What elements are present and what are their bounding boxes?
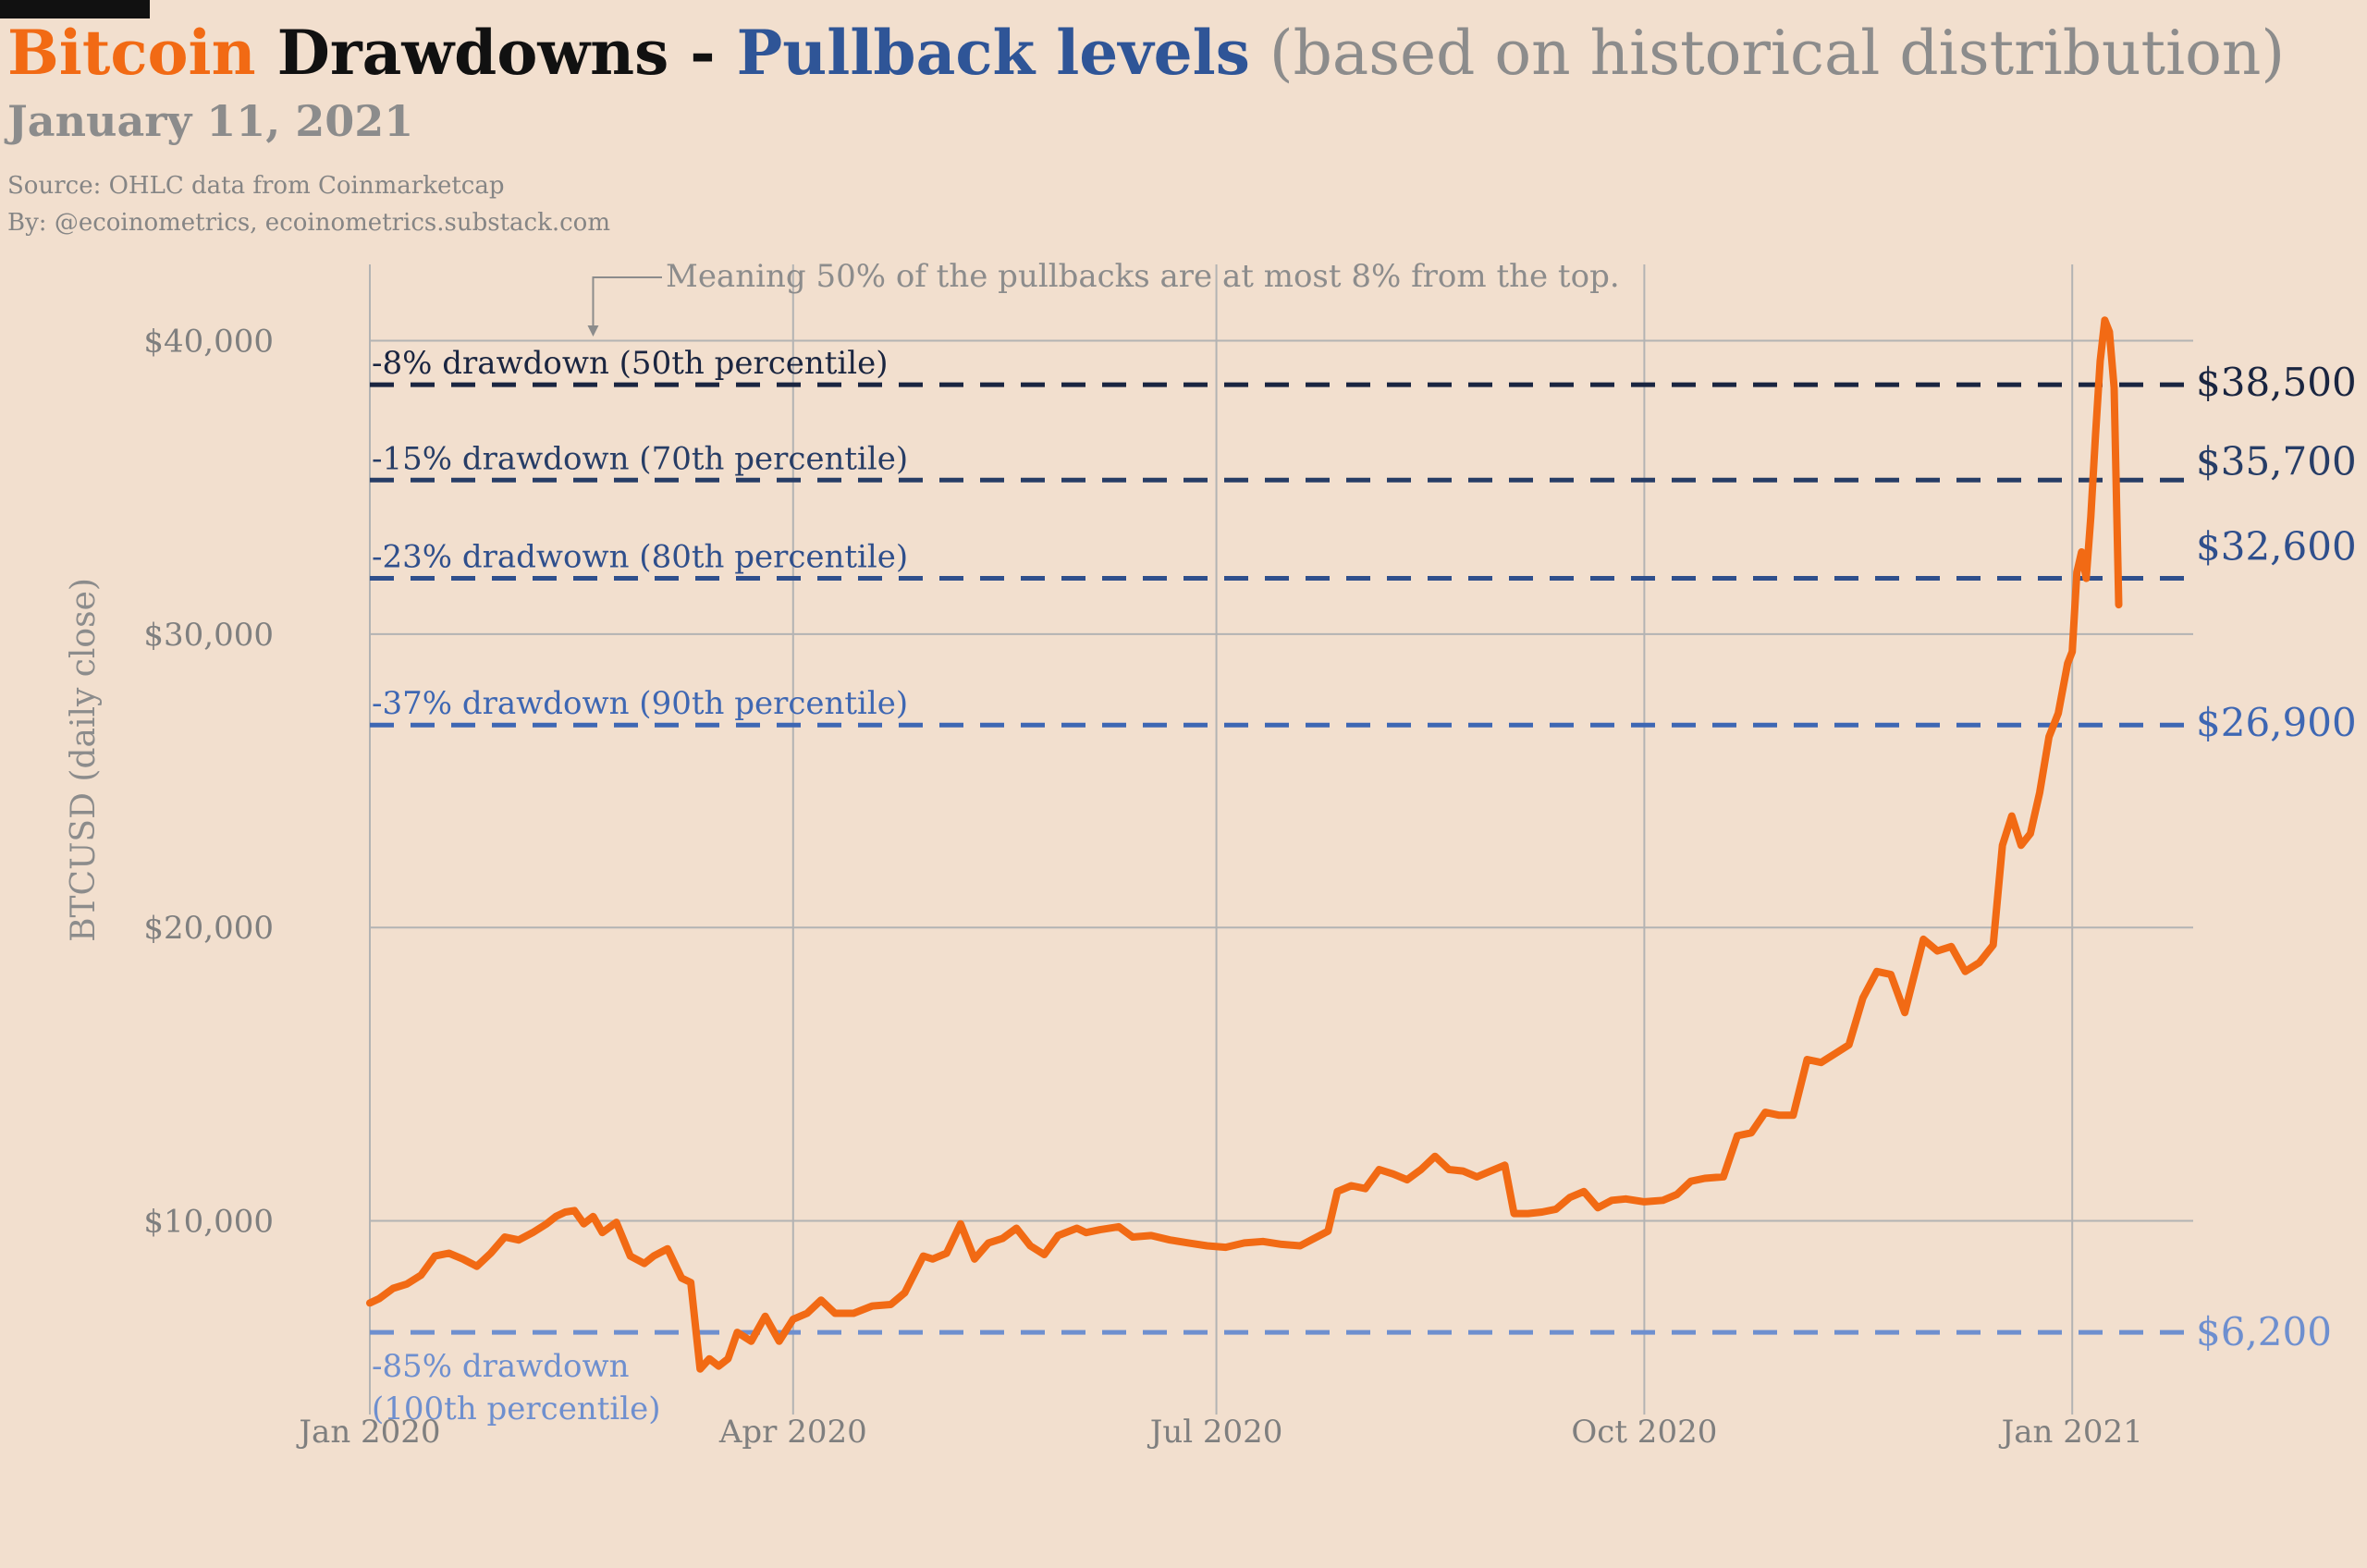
- title-pullback-levels: Pullback levels: [736, 17, 1250, 89]
- x-tick-label: Jan 2021: [1999, 1414, 2143, 1451]
- drawdown-price-label: $6,200: [2196, 1309, 2332, 1354]
- drawdown-levels: -8% drawdown (50th percentile) $38,500 -15…: [370, 345, 2357, 1427]
- drawdown-level-label: -85% drawdown: [372, 1348, 630, 1385]
- annotation-text: Meaning 50% of the pullbacks are at most…: [666, 258, 1620, 295]
- drawdown-price-label: $35,700: [2196, 438, 2357, 484]
- chart-subtitle: January 11, 2021: [7, 96, 414, 146]
- drawdown-level-label: -23% dradwown (80th percentile): [372, 539, 908, 576]
- y-tick-label: $10,000: [143, 1204, 274, 1241]
- drawdown-level-label: -37% drawdown (90th percentile): [372, 685, 908, 722]
- title-qualifier: (based on historical distribution): [1249, 18, 2286, 89]
- byline-note: By: @ecoinometrics, ecoinometrics.substa…: [7, 209, 610, 237]
- chart-title: Bitcoin Drawdowns - Pullback levels (bas…: [7, 17, 2285, 90]
- x-tick-label: Apr 2020: [718, 1414, 867, 1451]
- corner-mark: [0, 0, 150, 18]
- y-tick-label: $30,000: [143, 617, 274, 654]
- x-tick-label: Oct 2020: [1571, 1414, 1717, 1451]
- y-axis-label: BTCUSD (daily close): [65, 578, 103, 942]
- drawdown-price-label: $26,900: [2196, 700, 2357, 745]
- drawdown-level-label-2: (100th percentile): [372, 1390, 661, 1427]
- axis-ticks: $10,000 $20,000 $30,000 $40,000 Jan 2020 Apr …: [65, 324, 2143, 1451]
- annotation-arrowhead: [587, 325, 599, 337]
- x-tick-label: Jan 2020: [296, 1414, 440, 1451]
- price-series: [366, 316, 2123, 1373]
- drawdown-price-label: $38,500: [2196, 360, 2357, 405]
- btc-price-line: [366, 316, 2123, 1373]
- title-separator: -: [668, 17, 737, 89]
- annotation-connector: [592, 276, 662, 333]
- drawdown-level-label: -8% drawdown (50th percentile): [372, 345, 889, 382]
- title-drawdowns: Drawdowns: [255, 17, 669, 89]
- y-tick-label: $40,000: [143, 324, 274, 361]
- y-tick-label: $20,000: [143, 910, 274, 947]
- drawdown-price-label: $32,600: [2196, 524, 2357, 570]
- title-bitcoin: Bitcoin: [7, 17, 256, 89]
- grid: [369, 264, 2193, 1415]
- annotation: Meaning 50% of the pullbacks are at most…: [587, 258, 1620, 337]
- drawdown-level-label: -15% drawdown (70th percentile): [372, 440, 908, 477]
- source-note: Source: OHLC data from Coinmarketcap: [7, 172, 505, 200]
- x-tick-label: Jul 2020: [1147, 1414, 1283, 1451]
